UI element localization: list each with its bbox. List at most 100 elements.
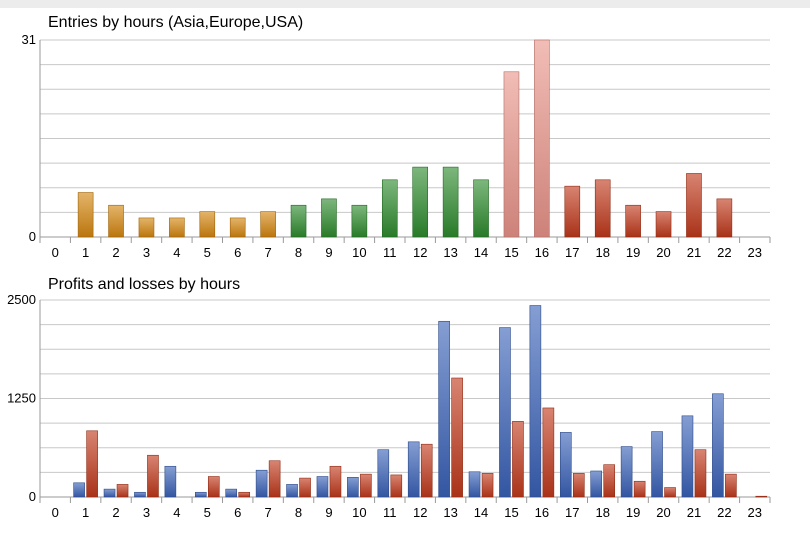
x-tick-label: 0 [52,245,59,260]
x-tick-label: 6 [234,505,241,520]
x-tick-label: 13 [443,505,457,520]
x-tick-label: 14 [474,505,488,520]
bar-profit-hour-6 [225,488,238,498]
x-tick-label: 18 [595,245,609,260]
bar-profit-hour-11 [377,449,390,498]
y-tick-label: 2500 [7,292,36,307]
x-tick-label: 5 [204,245,211,260]
chart-title-profits: Profits and losses by hours [48,276,241,293]
x-tick-label: 12 [413,505,427,520]
bar-entries-hour-21 [686,173,702,238]
x-tick-label: 11 [383,505,397,520]
bar-loss-hour-8 [299,477,311,498]
bar-entries-hour-10 [351,204,368,238]
x-tick-label: 8 [295,505,302,520]
bar-entries-hour-3 [138,217,155,238]
bar-entries-hour-22 [716,198,733,238]
bar-profit-hour-22 [712,393,724,498]
bar-profit-hour-7 [255,469,268,498]
x-tick-label: 4 [173,505,180,520]
x-tick-label: 21 [687,245,701,260]
bar-loss-hour-5 [207,476,220,498]
bar-entries-hour-17 [564,185,581,238]
bar-profit-hour-9 [316,476,329,498]
x-tick-label: 16 [535,245,549,260]
x-tick-label: 7 [265,245,272,260]
y-tick-label: 1250 [7,391,36,406]
bar-entries-hour-7 [260,211,276,238]
bar-loss-hour-18 [603,464,616,498]
bar-profit-hour-5 [194,491,207,498]
x-tick-label: 22 [717,505,731,520]
bar-profit-hour-4 [164,465,177,498]
bar-loss-hour-23 [755,495,768,498]
x-tick-label: 20 [656,245,670,260]
x-tick-label: 19 [626,505,640,520]
bar-entries-hour-2 [108,204,124,238]
x-tick-label: 12 [413,245,427,260]
bar-entries-hour-4 [169,217,185,238]
bar-entries-hour-19 [625,204,641,238]
x-tick-label: 23 [748,245,762,260]
bar-entries-hour-20 [655,211,672,238]
bar-loss-hour-19 [633,480,646,498]
bar-entries-hour-9 [321,198,337,238]
x-tick-label: 11 [383,245,397,260]
entries-chart: 0 1 2 3 4 5 6 7 8 9 10 11 12 13 14 15 16 17 18 19 20 21 22 2303… [22,32,771,260]
x-tick-label: 0 [52,505,59,520]
bar-profit-hour-12 [407,441,420,498]
x-tick-label: 10 [352,505,366,520]
bar-entries-hour-11 [381,179,398,238]
bar-loss-hour-2 [116,484,129,498]
bar-loss-hour-3 [147,454,159,498]
x-tick-label: 8 [295,245,302,260]
bar-entries-hour-8 [290,204,307,238]
x-tick-label: 2 [112,505,119,520]
bar-profit-hour-19 [620,446,633,498]
y-tick-label: 0 [29,229,36,244]
bar-profit-hour-18 [590,470,603,498]
bar-loss-hour-12 [420,443,433,498]
x-tick-label: 9 [325,245,332,260]
bar-profit-hour-21 [681,415,694,498]
x-tick-label: 2 [112,245,119,260]
bar-profit-hour-1 [73,482,85,498]
x-tick-label: 1 [82,245,89,260]
x-tick-label: 4 [173,245,180,260]
bar-loss-hour-14 [481,473,494,498]
x-tick-label: 15 [504,505,518,520]
y-tick-label: 0 [29,489,36,504]
bar-entries-hour-12 [412,166,429,238]
x-tick-label: 17 [565,505,579,520]
y-tick-label: 31 [22,32,36,47]
x-tick-label: 3 [143,245,150,260]
x-tick-label: 9 [325,505,332,520]
bar-loss-hour-11 [390,474,403,498]
x-tick-label: 22 [717,245,731,260]
x-tick-label: 19 [626,245,640,260]
x-tick-label: 18 [595,505,609,520]
bar-profit-hour-2 [103,488,116,498]
x-tick-label: 23 [748,505,762,520]
x-tick-label: 3 [143,505,150,520]
bar-profit-hour-8 [286,484,298,498]
bar-profit-hour-16 [529,305,542,498]
bar-profit-hour-15 [499,327,511,498]
bar-entries-hour-6 [229,217,246,238]
bar-profit-hour-13 [438,320,450,498]
bar-profit-hour-10 [347,476,359,498]
bar-loss-hour-22 [725,473,737,498]
bar-profit-hour-3 [134,491,146,498]
x-tick-label: 16 [535,505,549,520]
bar-entries-hour-5 [199,211,216,238]
bar-entries-hour-13 [442,166,459,238]
bar-loss-hour-20 [664,487,676,498]
x-tick-label: 13 [443,245,457,260]
x-tick-label: 21 [687,505,701,520]
bar-profit-hour-20 [651,431,663,498]
bar-profit-hour-14 [468,471,481,498]
bar-loss-hour-15 [512,421,524,498]
bar-entries-hour-14 [473,179,489,238]
bar-entries-hour-18 [594,179,611,238]
